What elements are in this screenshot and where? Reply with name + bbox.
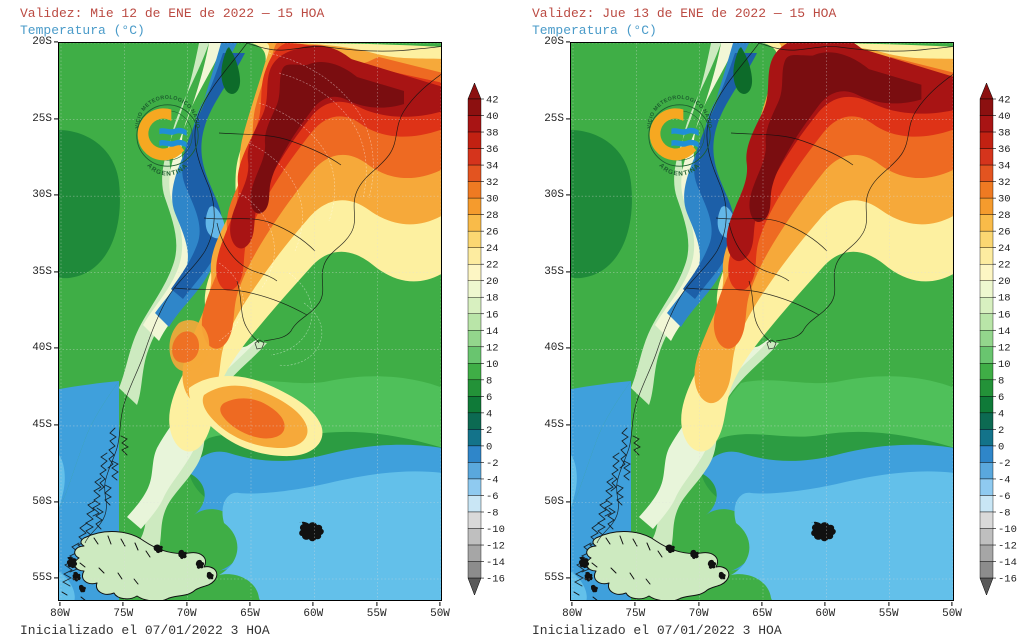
svg-text:10: 10	[998, 359, 1011, 371]
svg-text:4: 4	[998, 408, 1004, 420]
svg-text:30: 30	[998, 194, 1011, 206]
svg-text:22: 22	[486, 260, 499, 272]
svg-text:40: 40	[486, 111, 499, 123]
svg-text:8: 8	[998, 375, 1004, 387]
svg-text:2: 2	[998, 425, 1004, 437]
svg-text:18: 18	[486, 293, 499, 305]
svg-text:32: 32	[998, 177, 1011, 189]
svg-text:36: 36	[998, 144, 1011, 156]
svg-text:ARGENTINA: ARGENTINA	[145, 162, 189, 176]
svg-text:-8: -8	[998, 507, 1011, 519]
svg-text:-2: -2	[998, 458, 1011, 470]
svg-text:4: 4	[486, 408, 492, 420]
svg-text:12: 12	[486, 342, 499, 354]
svg-text:28: 28	[998, 210, 1011, 222]
svg-text:-2: -2	[486, 458, 499, 470]
svg-text:42: 42	[998, 94, 1011, 106]
svg-text:0: 0	[998, 441, 1004, 453]
svg-text:-16: -16	[486, 574, 505, 586]
svg-text:42: 42	[486, 94, 499, 106]
svg-text:-4: -4	[486, 474, 499, 486]
svg-text:-12: -12	[486, 541, 505, 553]
svg-text:10: 10	[486, 359, 499, 371]
svg-text:ARGENTINA: ARGENTINA	[657, 162, 701, 176]
svg-text:-10: -10	[998, 524, 1017, 536]
svg-text:34: 34	[486, 161, 499, 173]
svg-text:14: 14	[998, 326, 1011, 338]
svg-text:-6: -6	[998, 491, 1011, 503]
svg-text:18: 18	[998, 293, 1011, 305]
svg-text:-14: -14	[998, 557, 1017, 569]
svg-text:14: 14	[486, 326, 499, 338]
svg-text:0: 0	[486, 441, 492, 453]
svg-text:36: 36	[486, 144, 499, 156]
svg-text:-6: -6	[486, 491, 499, 503]
svg-text:-12: -12	[998, 541, 1017, 553]
svg-text:26: 26	[998, 227, 1011, 239]
svg-text:-4: -4	[998, 474, 1011, 486]
svg-text:12: 12	[998, 342, 1011, 354]
svg-text:-14: -14	[486, 557, 505, 569]
svg-text:30: 30	[486, 194, 499, 206]
svg-text:-10: -10	[486, 524, 505, 536]
svg-text:24: 24	[998, 243, 1011, 255]
svg-text:26: 26	[486, 227, 499, 239]
svg-text:22: 22	[998, 260, 1011, 272]
svg-text:20: 20	[998, 276, 1011, 288]
svg-text:34: 34	[998, 161, 1011, 173]
svg-text:6: 6	[998, 392, 1004, 404]
svg-text:40: 40	[998, 111, 1011, 123]
svg-text:-16: -16	[998, 574, 1017, 586]
svg-text:24: 24	[486, 243, 499, 255]
svg-text:38: 38	[486, 128, 499, 140]
svg-text:32: 32	[486, 177, 499, 189]
svg-text:16: 16	[998, 309, 1011, 321]
svg-text:-8: -8	[486, 507, 499, 519]
svg-text:16: 16	[486, 309, 499, 321]
svg-text:20: 20	[486, 276, 499, 288]
svg-text:8: 8	[486, 375, 492, 387]
svg-text:28: 28	[486, 210, 499, 222]
svg-text:2: 2	[486, 425, 492, 437]
svg-text:6: 6	[486, 392, 492, 404]
svg-text:38: 38	[998, 128, 1011, 140]
